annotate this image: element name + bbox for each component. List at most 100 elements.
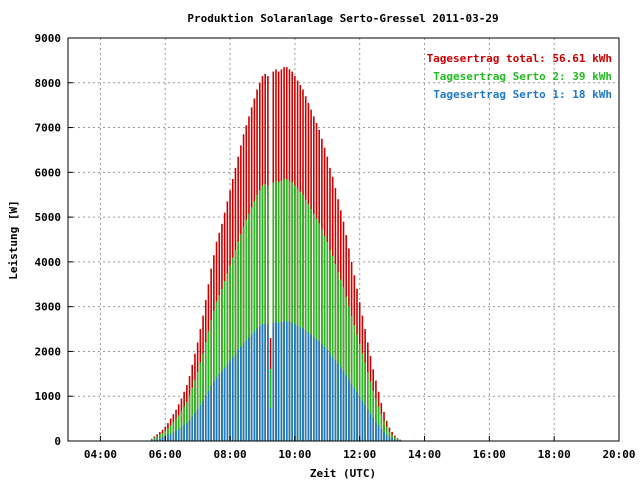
bar-serto2 [223,281,226,441]
bar-serto1 [250,334,253,441]
bar-serto1 [339,367,342,441]
bar-serto1 [310,334,312,441]
bar-serto2 [296,188,299,441]
bar-serto1 [183,425,185,441]
bar-serto1 [329,353,331,441]
bar-serto2 [264,183,266,441]
bar-serto1 [194,413,196,441]
bar-serto1 [391,438,393,441]
x-tick-label: 20:00 [602,448,635,461]
bars [150,67,402,442]
x-tick-label: 08:00 [213,448,246,461]
bar-serto1 [196,409,199,441]
bar-serto2 [334,263,337,441]
bar-serto1 [331,356,334,441]
bar-serto1 [229,360,231,441]
y-tick-label: 9000 [35,32,62,45]
bar-serto1 [345,375,348,441]
bar-serto1 [240,346,242,441]
bar-serto2 [172,422,175,441]
bar-serto1 [367,409,369,441]
bar-serto2 [204,342,207,441]
bar-serto1 [221,371,223,441]
bar-serto2 [337,271,339,441]
bar-serto2 [194,379,196,441]
bar-serto1 [296,325,299,441]
bar-serto2 [310,209,312,441]
bar-serto2 [161,433,164,441]
bar-serto2 [245,220,248,441]
bar-serto1 [364,405,366,441]
bar-serto2 [385,426,388,441]
bar-serto2 [380,414,383,441]
bar-serto2 [188,395,191,441]
bar-serto2 [237,241,239,441]
plot-frame [67,37,620,442]
bar-serto2 [258,190,261,441]
bar-serto1 [156,438,158,441]
bar-serto1 [161,437,164,441]
bar-serto1 [294,324,296,441]
bar-serto1 [272,322,275,441]
bar-serto2 [226,273,229,441]
bar-serto1 [356,392,358,441]
x-tick-label: 12:00 [343,448,376,461]
bar-serto2 [342,287,345,441]
bar-serto2 [321,229,323,441]
bar-serto2 [221,288,223,441]
bar-serto2 [375,398,377,441]
bar-serto2 [234,249,237,441]
bar-serto1 [215,377,218,441]
x-tick-label: 18:00 [538,448,571,461]
bar-serto1 [372,418,375,441]
bar-serto2 [358,343,361,441]
bar-serto1 [218,374,221,441]
bar-serto1 [299,327,302,441]
y-tick-label: 7000 [35,122,62,135]
bar-serto2 [285,179,288,441]
bar-serto2 [367,372,369,441]
bar-serto2 [356,334,358,441]
bar-serto2 [242,226,245,441]
bar-serto1 [188,420,191,441]
bar-serto1 [258,326,261,441]
bar-serto2 [304,199,307,441]
bar-serto2 [175,419,177,441]
bar-serto1 [180,427,183,441]
bar-serto1 [253,331,256,441]
bar-serto2 [372,390,375,441]
bar-serto2 [210,320,212,441]
bar-serto2 [183,406,185,441]
bar-serto2 [377,406,380,441]
bar-serto1 [234,353,237,441]
bar-serto2 [302,194,304,441]
bar-serto1 [302,328,304,441]
bar-serto1 [342,370,345,441]
y-tick-label: 6000 [35,166,62,179]
bar-serto2 [299,191,302,441]
bar-serto1 [267,324,269,441]
bar-serto2 [196,372,199,441]
bar-serto1 [369,413,372,441]
bar-serto2 [215,301,218,441]
bar-serto1 [361,400,364,441]
legend-entry-serto2: Tagesertrag Serto 2: 39 kWh [433,70,612,83]
bar-serto1 [231,357,234,441]
bar-serto2 [315,218,318,441]
bar-serto2 [267,185,269,441]
bar-serto1 [269,408,272,441]
bar-serto1 [261,324,264,441]
bar-serto1 [315,339,318,441]
bar-serto1 [291,322,293,441]
bar-serto2 [250,207,253,441]
bar-serto1 [318,341,320,441]
bar-serto1 [202,400,204,441]
series-serto1 [150,321,402,441]
bar-serto2 [156,436,158,441]
bar-serto2 [394,437,396,441]
bar-serto2 [169,425,172,441]
bar-serto2 [186,401,188,441]
bar-serto1 [385,434,388,441]
bar-serto2 [339,279,342,441]
bar-serto2 [307,204,310,441]
